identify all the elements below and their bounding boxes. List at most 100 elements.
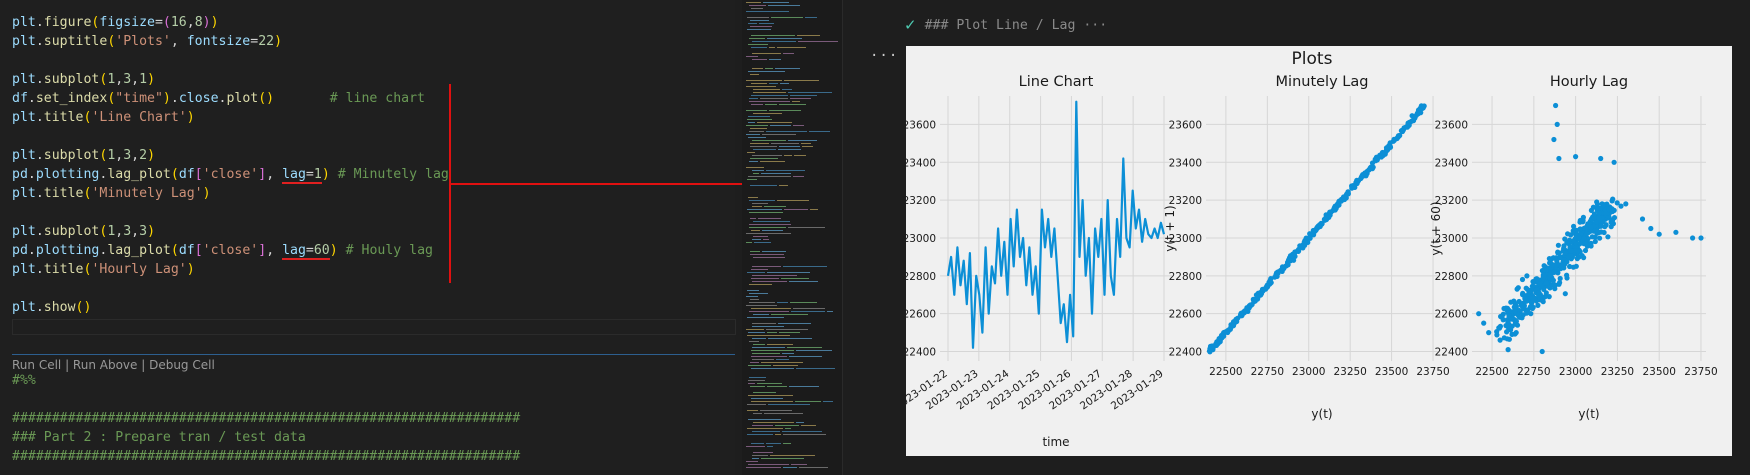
code-token: 16 xyxy=(170,15,187,30)
scatter-point xyxy=(1582,247,1589,254)
x-axis-label: time xyxy=(1042,435,1069,449)
code-line[interactable]: plt.suptitle('Plots', fontsize=22) xyxy=(12,32,282,51)
subplot-title: Line Chart xyxy=(1019,74,1094,90)
scatter-point xyxy=(1327,209,1333,215)
minimap-line xyxy=(769,83,778,84)
minimap-line xyxy=(799,467,828,468)
minimap-line xyxy=(751,269,768,270)
y-tick-label: 22600 xyxy=(1169,309,1202,321)
scatter-point xyxy=(1562,250,1568,256)
code-line[interactable]: plt.subplot(1,3,2) xyxy=(12,146,155,165)
code-token: . xyxy=(27,167,36,182)
code-line[interactable]: plt.title('Hourly Lag') xyxy=(12,260,195,279)
scatter-point xyxy=(1496,325,1503,331)
minimap-line xyxy=(752,458,759,459)
minimap-line xyxy=(746,134,760,135)
minimap-line xyxy=(748,137,766,138)
code-token: . xyxy=(35,300,44,315)
minimap-line xyxy=(751,278,779,279)
minimap-line xyxy=(761,173,791,174)
minimap-line xyxy=(750,158,778,159)
code-token: . xyxy=(35,72,44,87)
code-line[interactable]: plt.title('Line Chart') xyxy=(12,108,195,127)
minimap-line xyxy=(753,149,776,150)
code-token: . xyxy=(99,243,108,258)
scatter-point xyxy=(1529,283,1535,289)
minimap-line xyxy=(795,401,821,402)
scatter-point xyxy=(1550,262,1556,268)
scatter-point xyxy=(1291,257,1297,263)
codelens-actions[interactable]: Run Cell | Run Above | Debug Cell xyxy=(12,358,215,372)
code-editor[interactable]: plt.figure(figsize=(16,8)) plt.suptitle('… xyxy=(0,0,736,475)
minimap-line xyxy=(750,26,772,27)
scatter-point xyxy=(1648,225,1654,232)
code-token: 'Line Chart' xyxy=(91,110,187,125)
minimap-line xyxy=(770,455,815,456)
minimap-line xyxy=(749,293,768,294)
minimap-line xyxy=(790,98,811,99)
minimap-line xyxy=(750,251,760,252)
plot-output: Plots 22400 22600 22800 23000 23200 23400 23600… xyxy=(893,46,1732,456)
y-tick-label: 22400 xyxy=(1169,347,1202,359)
minimap-line xyxy=(783,266,827,267)
scatter-point xyxy=(1215,340,1221,347)
code-token: 3 xyxy=(123,72,132,87)
code-line[interactable]: plt.subplot(1,3,3) xyxy=(12,222,155,241)
minimap-line xyxy=(751,95,788,96)
code-token: ) xyxy=(210,15,219,30)
scatter-point xyxy=(1556,155,1562,162)
code-token: 3 xyxy=(139,224,148,239)
scatter-point xyxy=(1391,136,1397,142)
minimap-line xyxy=(793,308,825,309)
scatter-point xyxy=(1592,238,1598,245)
code-token: , xyxy=(115,72,124,87)
scatter-point xyxy=(1611,215,1618,221)
scatter-point xyxy=(1551,136,1557,143)
code-line[interactable]: pd.plotting.lag_plot(df['close'], lag=60… xyxy=(12,241,433,260)
code-line[interactable]: plt.subplot(1,3,1) xyxy=(12,70,155,89)
minimap-line xyxy=(752,41,796,42)
code-token: ( xyxy=(170,167,179,182)
minimap-line xyxy=(748,332,765,333)
minimap-line xyxy=(749,224,791,225)
code-line[interactable]: ### Part 2 : Prepare tran / test data xyxy=(12,428,306,447)
minimap-line xyxy=(801,425,816,426)
scrollbar[interactable] xyxy=(842,0,857,475)
code-token: subplot xyxy=(43,72,100,87)
scatter-point xyxy=(1588,243,1594,249)
scatter-point xyxy=(1397,132,1403,139)
scatter-point xyxy=(1522,296,1528,302)
minimap-line xyxy=(752,140,786,141)
code-line[interactable]: ########################################… xyxy=(12,447,520,466)
scatter-point xyxy=(1608,219,1614,225)
output-more-icon[interactable]: ··· xyxy=(870,48,899,64)
scatter-point xyxy=(1594,201,1601,207)
code-line[interactable]: plt.show() xyxy=(12,298,91,317)
code-token: . xyxy=(27,243,36,258)
y-tick-label: 23200 xyxy=(1169,195,1202,207)
code-line[interactable]: df.set_index("time").close.plot() # line… xyxy=(12,89,425,108)
code-line[interactable]: pd.plotting.lag_plot(df['close'], lag=1)… xyxy=(12,165,449,184)
scatter-point xyxy=(1573,154,1579,160)
minimap-line xyxy=(783,434,826,435)
code-line[interactable]: ########################################… xyxy=(12,409,520,428)
code-token: plt xyxy=(12,15,36,30)
scatter-point xyxy=(1611,159,1617,165)
minimap[interactable] xyxy=(742,0,842,475)
code-line[interactable]: plt.title('Minutely Lag') xyxy=(12,184,211,203)
scatter-point xyxy=(1639,216,1646,222)
scatter-point xyxy=(1543,290,1549,296)
scatter-point xyxy=(1375,155,1381,161)
scatter-point xyxy=(1524,273,1530,279)
minimap-line xyxy=(747,272,765,273)
minimap-line xyxy=(752,431,780,432)
code-line[interactable]: #%% xyxy=(12,371,36,390)
code-token: title xyxy=(43,110,84,125)
minimap-line xyxy=(751,401,793,402)
minimap-line xyxy=(747,428,783,429)
minimap-line xyxy=(752,239,761,240)
x-tick-label: 23500 xyxy=(1642,366,1675,378)
y-tick-label: 23400 xyxy=(1169,157,1202,169)
code-line[interactable]: plt.figure(figsize=(16,8)) xyxy=(12,13,219,32)
minimap-line xyxy=(748,122,755,123)
